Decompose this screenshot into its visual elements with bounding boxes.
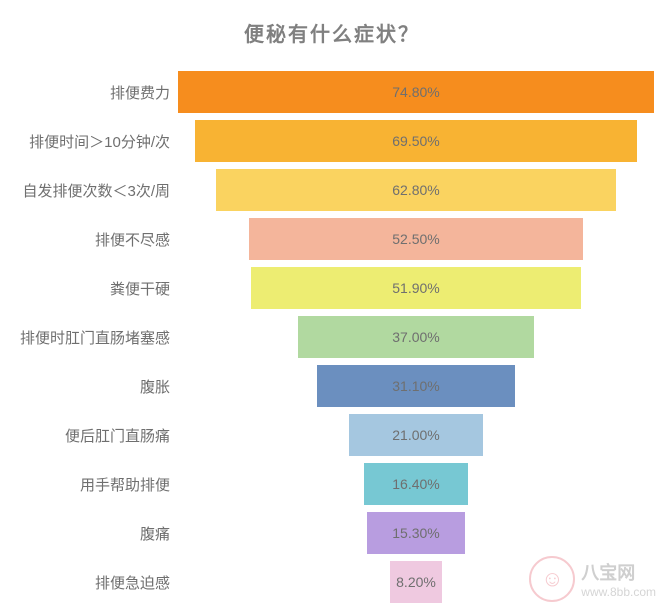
watermark-site: www.8bb.com: [581, 585, 656, 599]
bar-value-label: 51.90%: [392, 280, 439, 296]
funnel-bar: 69.50%: [195, 120, 637, 162]
bar-value-label: 21.00%: [392, 427, 439, 443]
watermark: ☺ 八宝网 www.8bb.com: [529, 556, 656, 602]
bar-value-label: 52.50%: [392, 231, 439, 247]
category-label: 腹痛: [10, 523, 178, 544]
funnel-bar: 31.10%: [317, 365, 515, 407]
funnel-bar: 15.30%: [367, 512, 464, 554]
category-label: 腹胀: [10, 376, 178, 397]
bar-zone: 62.80%: [178, 169, 654, 211]
category-label: 排便时间＞10分钟/次: [10, 131, 178, 152]
funnel-row: 腹痛 15.30%: [10, 512, 654, 554]
watermark-text: 八宝网 www.8bb.com: [581, 559, 656, 599]
bar-value-label: 8.20%: [396, 574, 436, 590]
category-label: 排便不尽感: [10, 229, 178, 250]
watermark-brand: 八宝网: [581, 559, 656, 585]
bar-value-label: 62.80%: [392, 182, 439, 198]
funnel-bar: 21.00%: [349, 414, 483, 456]
bar-value-label: 37.00%: [392, 329, 439, 345]
baby-face-icon: ☺: [529, 556, 575, 602]
funnel-chart: 排便费力 74.80% 排便时间＞10分钟/次 69.50% 自发排便次数＜3次/周 62…: [10, 71, 654, 603]
funnel-bar: 62.80%: [216, 169, 616, 211]
bar-zone: 21.00%: [178, 414, 654, 456]
funnel-row: 排便不尽感 52.50%: [10, 218, 654, 260]
bar-zone: 51.90%: [178, 267, 654, 309]
category-label: 排便时肛门直肠堵塞感: [10, 327, 178, 348]
bar-value-label: 16.40%: [392, 476, 439, 492]
funnel-bar: 74.80%: [178, 71, 654, 113]
funnel-row: 排便时间＞10分钟/次 69.50%: [10, 120, 654, 162]
funnel-row: 粪便干硬 51.90%: [10, 267, 654, 309]
category-label: 便后肛门直肠痛: [10, 425, 178, 446]
funnel-row: 排便时肛门直肠堵塞感 37.00%: [10, 316, 654, 358]
category-label: 排便费力: [10, 82, 178, 103]
bar-zone: 37.00%: [178, 316, 654, 358]
bar-zone: 52.50%: [178, 218, 654, 260]
bar-value-label: 31.10%: [392, 378, 439, 394]
funnel-row: 用手帮助排便 16.40%: [10, 463, 654, 505]
category-label: 粪便干硬: [10, 278, 178, 299]
funnel-bar: 51.90%: [251, 267, 581, 309]
bar-value-label: 15.30%: [392, 525, 439, 541]
bar-zone: 31.10%: [178, 365, 654, 407]
bar-value-label: 74.80%: [392, 84, 439, 100]
chart-title: 便秘有什么症状？: [10, 18, 654, 47]
funnel-bar: 8.20%: [390, 561, 442, 603]
funnel-row: 排便费力 74.80%: [10, 71, 654, 113]
category-label: 自发排便次数＜3次/周: [10, 180, 178, 201]
funnel-row: 便后肛门直肠痛 21.00%: [10, 414, 654, 456]
category-label: 用手帮助排便: [10, 474, 178, 495]
funnel-bar: 16.40%: [364, 463, 468, 505]
bar-value-label: 69.50%: [392, 133, 439, 149]
funnel-row: 自发排便次数＜3次/周 62.80%: [10, 169, 654, 211]
category-label: 排便急迫感: [10, 572, 178, 593]
bar-zone: 69.50%: [178, 120, 654, 162]
funnel-bar: 37.00%: [298, 316, 533, 358]
bar-zone: 16.40%: [178, 463, 654, 505]
bar-zone: 74.80%: [178, 71, 654, 113]
bar-zone: 15.30%: [178, 512, 654, 554]
funnel-row: 腹胀 31.10%: [10, 365, 654, 407]
funnel-bar: 52.50%: [249, 218, 583, 260]
